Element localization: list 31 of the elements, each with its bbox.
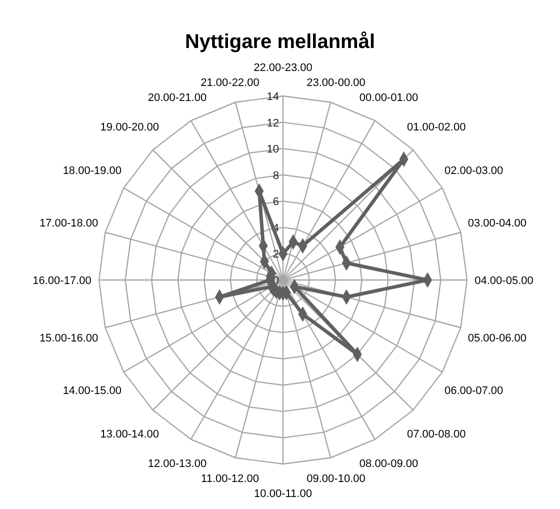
spoke-label: 09.00-10.00	[306, 472, 366, 485]
spoke-label: 04.00-05.00	[474, 275, 534, 287]
spoke-label: 17.00-18.00	[39, 218, 98, 230]
chart-title: Nyttigare mellanmål	[184, 31, 376, 53]
spoke-label: 19.00-20.00	[100, 122, 160, 134]
spoke-label: 21.00-22.00	[200, 77, 260, 90]
y-tick-label: 12	[266, 117, 279, 130]
spoke-label: 14.00-15.00	[62, 385, 122, 398]
y-tick-label: 14	[266, 91, 279, 103]
spoke-label: 00.00-01.00	[359, 92, 418, 104]
spoke-label: 08.00-09.00	[359, 458, 418, 470]
spoke-label: 01.00-02.00	[406, 122, 466, 134]
spoke-label: 22.00-23.00	[254, 62, 312, 74]
spoke-label: 06.00-07.00	[444, 385, 504, 398]
spoke-label: 18.00-19.00	[62, 164, 122, 177]
spoke-label: 07.00-08.00	[406, 428, 466, 440]
spoke-label: 23.00-00.00	[306, 77, 366, 90]
spoke-label: 05.00-06.00	[468, 332, 527, 344]
spoke-label: 03.00-04.00	[468, 218, 527, 230]
y-tick-label: 10	[266, 144, 279, 156]
spoke-label: 10.00-11.00	[254, 488, 312, 500]
spoke-label: 12.00-13.00	[148, 458, 207, 470]
spoke-label: 16.00-17.00	[32, 275, 92, 287]
spoke-label: 02.00-03.00	[444, 164, 504, 177]
y-tick-label: 2	[272, 248, 279, 261]
spoke-label: 11.00-12.00	[201, 472, 259, 485]
y-tick-label: 8	[272, 170, 279, 182]
spoke-label: 15.00-16.00	[39, 332, 98, 344]
spoke-label: 20.00-21.00	[148, 92, 207, 104]
spoke-label: 13.00-14.00	[100, 428, 160, 440]
y-tick-label: 6	[272, 196, 279, 208]
